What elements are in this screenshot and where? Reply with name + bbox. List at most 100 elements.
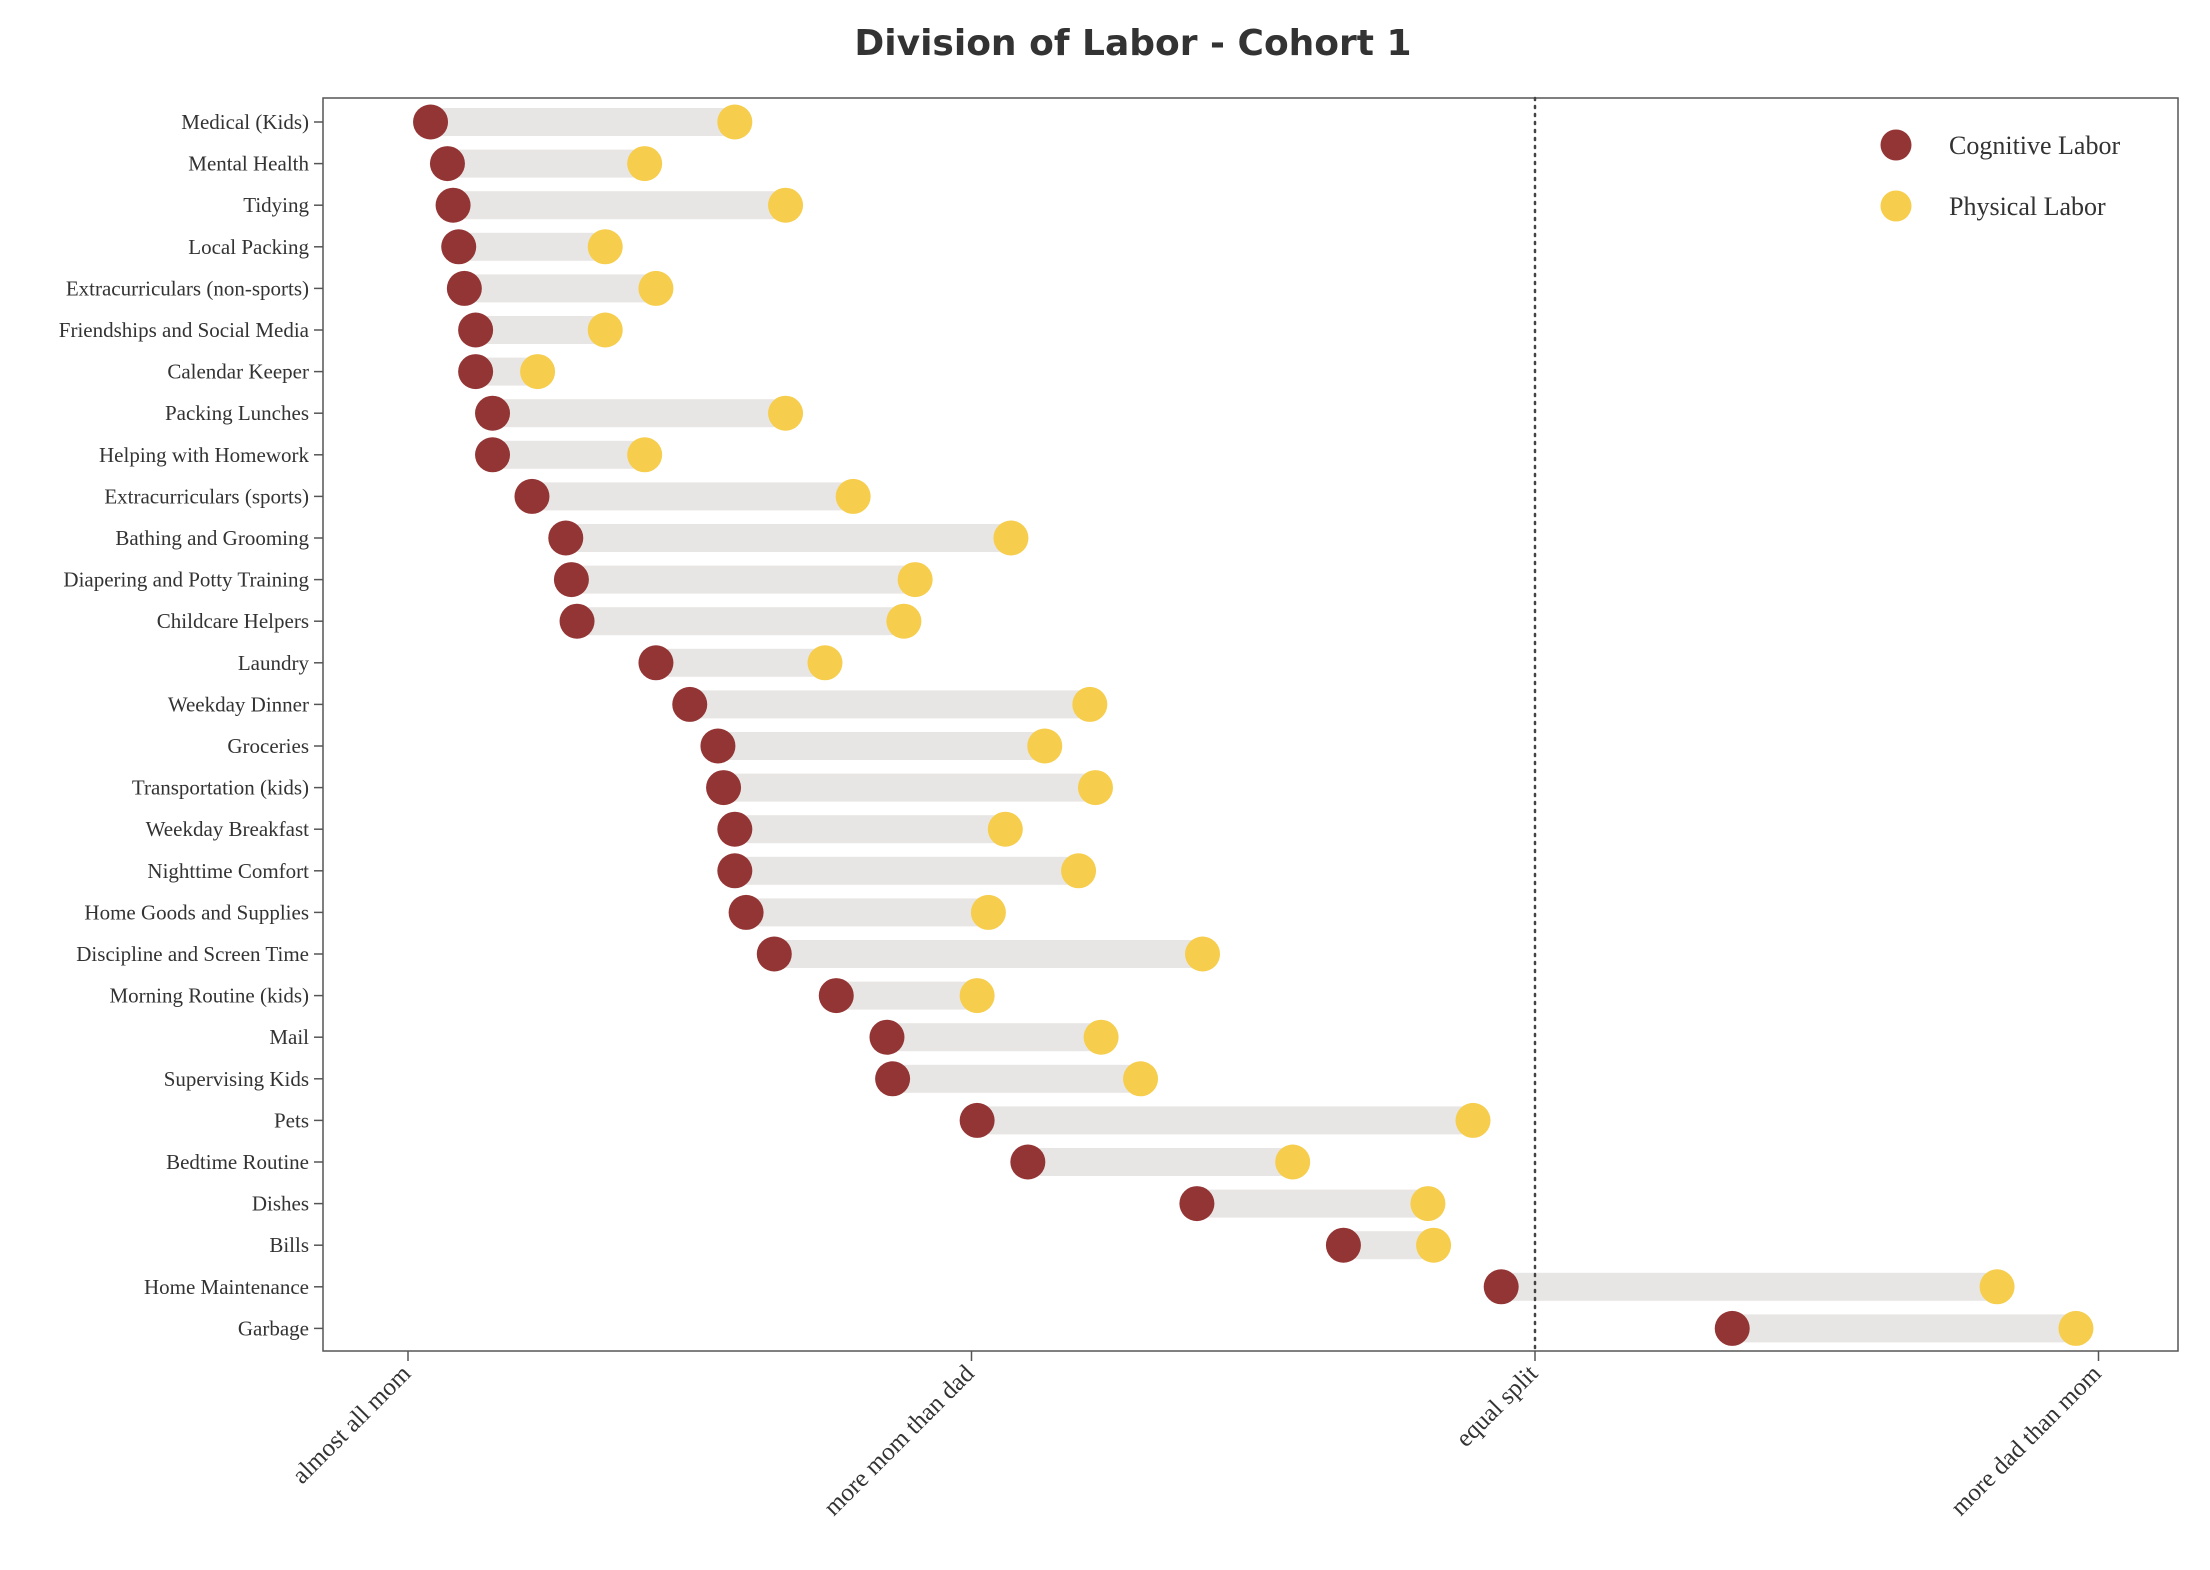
physical-labor-point — [970, 894, 1006, 930]
range-bars — [430, 108, 2076, 1343]
cognitive-labor-point — [672, 686, 708, 722]
y-axis: Medical (Kids) Mental Health Tidying Local … — [59, 110, 323, 1340]
cognitive-labor-point — [435, 187, 471, 223]
range-bar — [1501, 1272, 1998, 1301]
physical-labor-point — [1123, 1061, 1159, 1097]
x-tick-label: more mom than dad — [819, 1360, 980, 1521]
category-label: Helping with Homework — [99, 443, 309, 467]
physical-labor-point — [897, 562, 933, 598]
category-label: Weekday Breakfast — [146, 817, 309, 841]
range-bar — [475, 316, 606, 344]
cognitive-labor-point — [475, 437, 511, 473]
legend-cognitive-label: Cognitive Labor — [1949, 131, 2120, 160]
cognitive-labor-point — [700, 728, 736, 764]
physical-labor-point — [987, 811, 1023, 847]
cognitive-labor-point — [514, 478, 550, 514]
cognitive-labor-point — [1714, 1310, 1750, 1346]
physical-labor-point — [835, 478, 871, 514]
range-bar — [746, 898, 989, 927]
category-label: Dishes — [252, 1192, 309, 1216]
category-label: Childcare Helpers — [157, 609, 309, 633]
category-label: Weekday Dinner — [168, 692, 309, 716]
physical-labor-point — [717, 104, 753, 140]
physical-labor-point — [768, 395, 804, 431]
category-label: Extracurriculars (non-sports) — [66, 276, 309, 300]
cognitive-labor-point — [1325, 1227, 1361, 1263]
range-bar — [577, 607, 904, 636]
category-label: Nighttime Comfort — [147, 859, 309, 883]
range-bar — [892, 1064, 1141, 1093]
physical-labor-point — [886, 603, 922, 639]
physical-labor-point — [587, 229, 623, 265]
cognitive-labor-point — [756, 936, 792, 972]
range-bar — [774, 940, 1203, 968]
cognitive-labor-point — [959, 1102, 995, 1138]
range-bar — [531, 482, 854, 511]
legend-cognitive-swatch — [1880, 129, 1912, 161]
category-label: Home Goods and Supplies — [84, 900, 309, 924]
physical-labor-point — [1275, 1144, 1311, 1180]
category-label: Transportation (kids) — [132, 776, 309, 800]
range-bar — [717, 732, 1045, 760]
cognitive-labor-point — [548, 520, 584, 556]
cognitive-labor-point — [706, 770, 742, 806]
category-label: Friendships and Social Media — [59, 318, 310, 342]
category-label: Laundry — [238, 651, 310, 675]
category-label: Bedtime Routine — [166, 1150, 309, 1174]
physical-labor-point — [627, 437, 663, 473]
range-bar — [655, 648, 825, 677]
range-bar — [977, 1106, 1474, 1135]
cognitive-labor-point — [429, 146, 465, 182]
physical-labor-point — [520, 354, 556, 390]
physical-labor-point — [807, 645, 843, 681]
cognitive-labor-point — [1010, 1144, 1046, 1180]
physical-labor-point — [1185, 936, 1221, 972]
physical-labor-point — [993, 520, 1029, 556]
cognitive-labor-point — [458, 354, 494, 390]
physical-labor-point — [1077, 770, 1113, 806]
range-bar — [464, 274, 656, 303]
category-label: Morning Routine (kids) — [110, 984, 310, 1008]
x-tick-label: equal split — [1451, 1360, 1543, 1452]
cognitive-labor-point — [869, 1019, 905, 1055]
category-label: Bills — [269, 1233, 309, 1257]
cognitive-labor-point — [1483, 1269, 1519, 1305]
category-label: Garbage — [238, 1316, 309, 1340]
cognitive-labor-point — [446, 270, 482, 306]
x-tick-label: more dad than mom — [1946, 1360, 2107, 1521]
plot-frame — [322, 97, 2179, 1352]
range-bar — [453, 191, 786, 220]
category-label: Home Maintenance — [144, 1275, 309, 1299]
category-label: Pets — [274, 1108, 309, 1132]
cognitive-labor-point — [1179, 1186, 1215, 1222]
physical-labor-point — [587, 312, 623, 348]
legend-physical-swatch — [1880, 190, 1912, 222]
cognitive-labor-point — [413, 104, 449, 140]
category-label: Discipline and Screen Time — [76, 942, 309, 966]
category-label: Groceries — [227, 734, 309, 758]
cognitive-labor-point — [475, 395, 511, 431]
physical-labor-point — [1416, 1227, 1452, 1263]
category-label: Extracurriculars (sports) — [104, 484, 309, 508]
range-bar — [447, 149, 645, 178]
category-label: Calendar Keeper — [167, 360, 309, 384]
data-points — [413, 104, 2094, 1346]
category-label: Tidying — [243, 193, 309, 217]
physical-labor-point — [1027, 728, 1063, 764]
range-bar — [492, 399, 786, 428]
cognitive-labor-point — [728, 894, 764, 930]
category-label: Bathing and Grooming — [115, 526, 309, 550]
cognitive-labor-point — [717, 853, 753, 889]
legend: Cognitive Labor Physical Labor — [1880, 129, 2120, 222]
range-bar — [1027, 1148, 1293, 1176]
range-bar — [734, 815, 1006, 844]
cognitive-labor-point — [717, 811, 753, 847]
cognitive-labor-point — [458, 312, 494, 348]
range-bar — [492, 440, 645, 469]
x-axis: almost all mom more mom than dad equal spl… — [287, 1351, 2107, 1521]
range-bar — [565, 524, 1011, 552]
chart-title: Division of Labor - Cohort 1 — [854, 23, 1411, 64]
physical-labor-point — [959, 978, 995, 1014]
category-label: Mental Health — [188, 152, 309, 176]
